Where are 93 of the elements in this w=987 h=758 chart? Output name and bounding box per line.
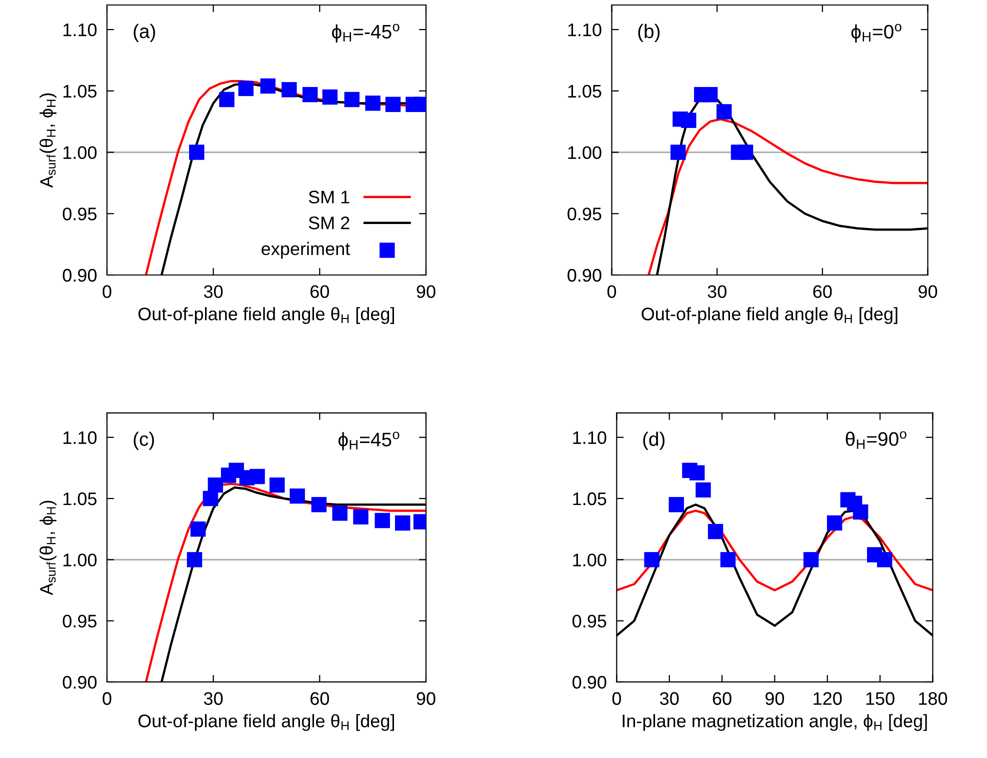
- y-tick-label: 0.95: [568, 208, 602, 220]
- point: [302, 86, 318, 102]
- point: [670, 144, 686, 160]
- y-tick-label: 1.00: [64, 146, 97, 159]
- point: [702, 86, 718, 102]
- x-tick-label: 90: [416, 285, 436, 298]
- point: [186, 552, 202, 568]
- legend-label: experiment: [262, 242, 350, 259]
- annotation: (c): [134, 432, 154, 450]
- point: [374, 512, 390, 528]
- x-tick-label: 60: [813, 285, 832, 298]
- point: [219, 92, 234, 108]
- point: [208, 477, 224, 493]
- x-tick-label: 90: [416, 692, 436, 705]
- x-tick-label: 30: [204, 692, 223, 705]
- point: [260, 78, 276, 94]
- y-tick-label: 0.90: [62, 676, 97, 689]
- y-axis-title: A$_{surf}$(θ$_{H}$, ϕ$_{H}$): [40, 93, 56, 188]
- point: [696, 482, 711, 498]
- point: [332, 506, 348, 521]
- point: [365, 96, 380, 111]
- point: [189, 144, 204, 160]
- point: [282, 82, 297, 98]
- point: [738, 144, 754, 160]
- annotation: θ$_{H}$=90$^{o}$: [846, 431, 906, 449]
- x-tick-label: 90: [766, 692, 784, 705]
- y-tick-label: 1.05: [568, 84, 602, 98]
- x-axis-title: In-plane magnetization angle, ϕ$_{H}$ [deg]: [622, 714, 927, 731]
- y-tick-label: 1.10: [64, 23, 97, 36]
- x-tick-label: 60: [310, 285, 329, 298]
- x-tick-label: 30: [708, 285, 726, 298]
- x-tick-label: 0: [612, 692, 621, 705]
- point: [877, 552, 892, 568]
- annotation: ϕ$_{H}$=0$^{o}$: [851, 24, 902, 42]
- point: [826, 515, 842, 531]
- y-tick-label: 1.10: [64, 431, 97, 444]
- point: [353, 509, 368, 524]
- point: [394, 515, 410, 531]
- y-axis-title: A$_{surf}$(θ$_{H}$, ϕ$_{H}$): [40, 500, 56, 596]
- y-tick-label: 1.05: [573, 492, 606, 506]
- legend-label: SM 2: [308, 216, 350, 230]
- y-tick-label: 1.05: [64, 492, 97, 506]
- point: [803, 552, 819, 568]
- point: [250, 468, 265, 484]
- x-tick-label: 30: [660, 692, 679, 705]
- x-tick-label: 180: [919, 692, 948, 705]
- point: [385, 96, 401, 112]
- point: [290, 488, 305, 504]
- point: [344, 92, 360, 108]
- point: [689, 465, 705, 480]
- annotation: ϕ$_{H}$=45$^{o}$: [338, 432, 400, 450]
- annotation: (d): [643, 432, 665, 450]
- x-tick-label: 0: [102, 285, 112, 298]
- y-tick-label: 1.10: [568, 23, 602, 36]
- y-tick-label: 1.00: [568, 146, 602, 159]
- x-axis-title: Out-of-plane field angle θ$_{H}$ [deg]: [138, 714, 394, 731]
- x-tick-label: 90: [918, 285, 938, 298]
- point: [720, 552, 736, 568]
- y-tick-label: 1.00: [64, 554, 97, 566]
- y-tick-label: 0.95: [62, 208, 97, 220]
- x-axis-title: Out-of-plane field angle θ$_{H}$ [deg]: [138, 307, 394, 324]
- y-tick-label: 0.90: [62, 268, 97, 282]
- point: [322, 89, 338, 105]
- annotation: (b): [638, 24, 660, 42]
- legend-label: SM 1: [308, 190, 350, 204]
- y-tick-label: 1.05: [64, 84, 97, 98]
- point: [270, 477, 285, 493]
- point: [238, 80, 254, 96]
- y-tick-label: 0.95: [62, 614, 97, 628]
- point: [708, 524, 724, 540]
- x-tick-label: 0: [102, 692, 112, 705]
- annotation: ϕ$_{H}$=-45$^{o}$: [332, 24, 400, 42]
- y-tick-label: 0.90: [568, 268, 602, 282]
- x-axis-title: Out-of-plane field angle θ$_{H}$ [deg]: [642, 307, 898, 324]
- x-tick-label: 60: [712, 692, 732, 705]
- x-tick-label: 120: [814, 692, 842, 705]
- x-tick-label: 150: [866, 692, 894, 705]
- point: [852, 504, 868, 520]
- y-tick-label: 1.10: [573, 431, 606, 444]
- point: [668, 497, 684, 512]
- point: [190, 521, 206, 537]
- point: [311, 497, 327, 512]
- x-tick-label: 60: [310, 692, 329, 705]
- y-tick-label: 1.00: [573, 554, 606, 566]
- point: [202, 490, 218, 506]
- point: [716, 104, 732, 120]
- x-tick-label: 30: [204, 285, 223, 298]
- y-tick-label: 0.90: [572, 676, 606, 689]
- annotation: (a): [134, 24, 156, 42]
- y-tick-label: 0.95: [572, 614, 606, 628]
- x-tick-label: 0: [607, 285, 616, 298]
- point: [644, 552, 660, 568]
- point: [681, 112, 696, 128]
